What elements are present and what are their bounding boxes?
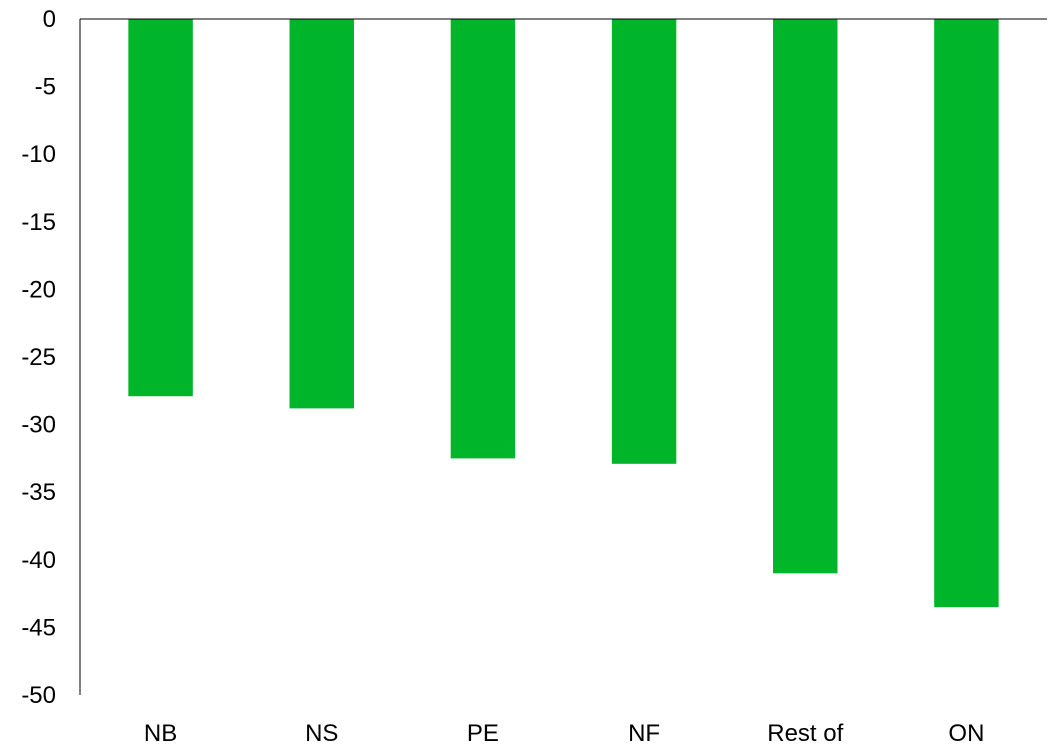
bar <box>450 19 516 459</box>
x-category-label: PE <box>467 720 499 747</box>
x-category-label: NS <box>305 720 338 747</box>
x-category-label: NB <box>144 720 177 747</box>
x-axis-labels: NB NS PE NF Rest of ON <box>144 720 985 747</box>
bar <box>128 19 193 397</box>
y-tick-label: -45 <box>21 614 56 641</box>
y-tick-label: -25 <box>21 344 56 371</box>
y-tick-label: 0 <box>43 6 56 33</box>
x-category-label: NF <box>628 720 660 747</box>
x-category-label: Rest of <box>767 720 843 747</box>
y-tick-label: -15 <box>21 209 56 236</box>
y-tick-label: -35 <box>21 479 56 506</box>
bars <box>128 19 999 608</box>
bar <box>611 19 677 464</box>
y-tick-label: -5 <box>35 74 56 101</box>
y-tick-label: -40 <box>21 547 56 574</box>
y-tick-label: -30 <box>21 412 56 439</box>
y-axis-ticks: 0 -5 -10 -15 -20 -25 -30 -35 -40 -45 -50 <box>21 6 56 709</box>
bar <box>773 19 838 574</box>
bar <box>289 19 354 409</box>
y-tick-label: -10 <box>21 141 56 168</box>
y-tick-label: -50 <box>21 682 56 709</box>
x-category-label: ON <box>948 720 984 747</box>
y-tick-label: -20 <box>21 276 56 303</box>
bar <box>934 19 999 608</box>
